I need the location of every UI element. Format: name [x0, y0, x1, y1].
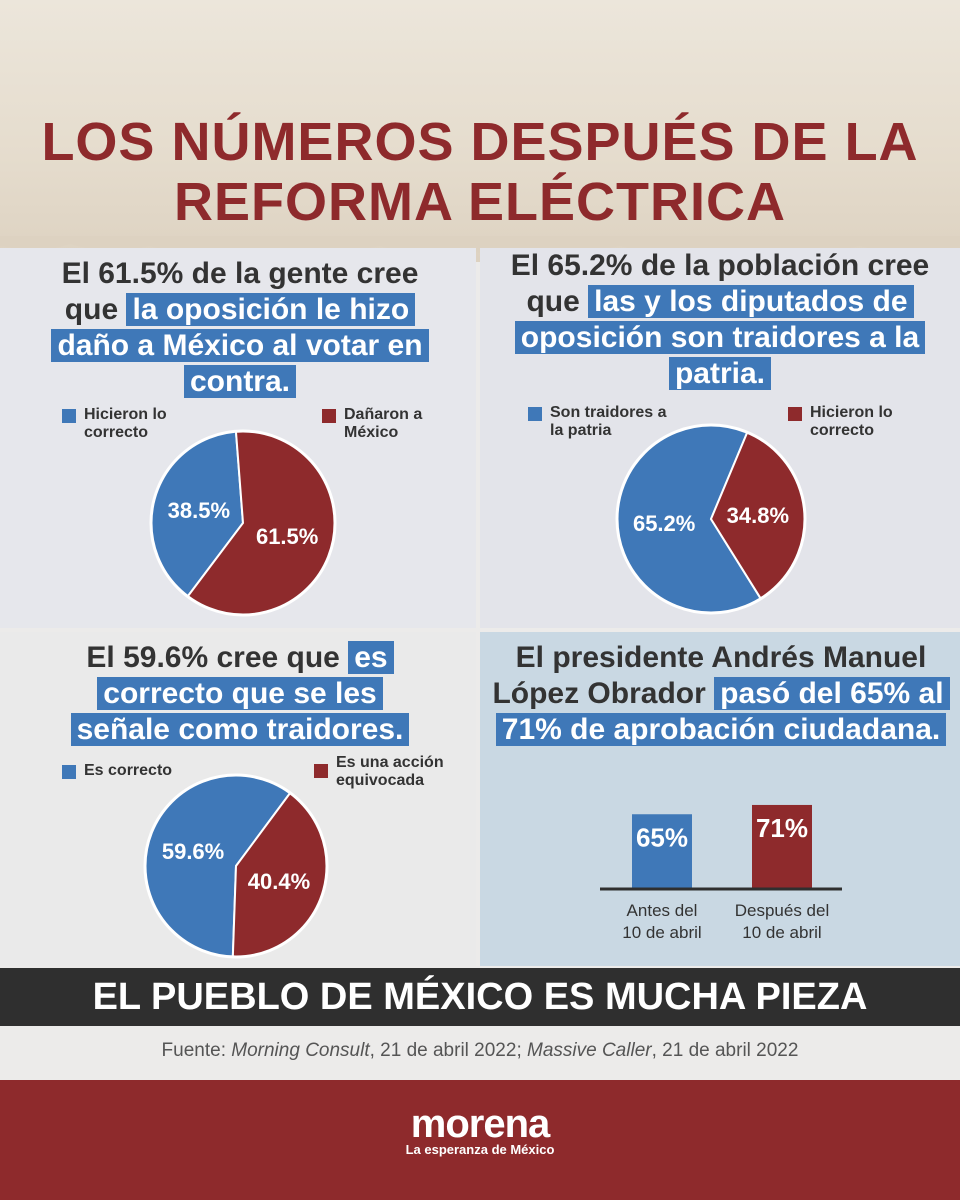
bar-value-label: 65%: [636, 822, 688, 852]
legend-label: Hicieron lo correcto: [84, 406, 167, 441]
footer-bar: [0, 1080, 960, 1200]
bar-value-label: 71%: [756, 813, 808, 843]
source-note: Fuente: Morning Consult, 21 de abril 202…: [0, 1040, 960, 1062]
legend-swatch-blue: [62, 765, 76, 779]
pie-data-label: 65.2%: [633, 511, 695, 536]
pie-data-label: 34.8%: [727, 503, 789, 528]
legend-swatch-blue: [62, 409, 76, 423]
pie-data-label: 61.5%: [256, 524, 318, 549]
morena-logo: morena: [410, 1102, 551, 1146]
legend-label: Son traidores a la patria: [550, 404, 667, 439]
bar-category-label: 10 de abril: [622, 923, 701, 942]
panel4-headline-plain: El presidente Andrés Manuel López Obrado…: [492, 641, 927, 710]
legend-item: Es una acción equivocada: [314, 754, 451, 790]
pie-data-label: 40.4%: [248, 869, 310, 894]
legend-item: Son traidores a la patria: [528, 404, 680, 440]
legend-swatch-blue: [528, 407, 542, 421]
main-title-line2: REFORMA ELÉCTRICA: [174, 172, 786, 232]
main-title-line1: LOS NÚMEROS DESPUÉS DE LA: [41, 112, 919, 172]
source-massive-caller: Massive Caller: [527, 1040, 652, 1061]
legend-swatch-red: [788, 407, 802, 421]
morena-tagline: La esperanza de México: [405, 1142, 555, 1157]
bar-category-label: Después del: [735, 901, 830, 920]
pie-outline: [615, 423, 807, 615]
panel3-headline: El 59.6% cree que es correcto que se les…: [50, 640, 430, 748]
source-morning-consult: Morning Consult: [231, 1040, 370, 1061]
bar: [752, 804, 812, 888]
header-background: [0, 0, 960, 262]
legend-label: Hicieron lo correcto: [810, 404, 893, 439]
source-suffix: , 21 de abril 2022: [651, 1040, 799, 1061]
pie-data-label: 59.6%: [162, 839, 224, 864]
legend-item: Es correcto: [62, 762, 204, 780]
panel1-headline-plain: El 61.5% de la gente cree que: [61, 257, 419, 326]
legend-label: Dañaron a México: [344, 406, 423, 441]
slogan-banner: EL PUEBLO DE MÉXICO ES MUCHA PIEZA: [0, 968, 960, 1026]
bar: [632, 814, 692, 888]
panel2-headline: El 65.2% de la población cree que las y …: [510, 248, 930, 392]
pie-chart-2: 65.2% 34.8%: [615, 423, 807, 615]
legend-label: Es correcto: [84, 762, 173, 779]
bar-category-label: Antes del: [627, 901, 698, 920]
main-title: LOS NÚMEROS DESPUÉS DE LA REFORMA ELÉCTR…: [0, 112, 960, 232]
panel3-headline-plain: El 59.6% cree que: [86, 641, 340, 674]
legend-item: Dañaron a México: [322, 406, 434, 442]
legend-item: Hicieron lo correcto: [788, 404, 920, 440]
panel2-headline-plain: El 65.2% de la población cree que: [510, 249, 930, 318]
pie-chart-3: 59.6% 40.4%: [143, 773, 329, 959]
source-middle: , 21 de abril 2022;: [369, 1040, 527, 1061]
pie-data-label: 38.5%: [168, 498, 230, 523]
legend-item: Hicieron lo correcto: [62, 406, 184, 442]
panel4-headline: El presidente Andrés Manuel López Obrado…: [486, 640, 956, 748]
pie-outline: [143, 773, 329, 959]
legend-swatch-red: [314, 764, 328, 778]
legend-label: Es una acción equivocada: [336, 754, 444, 789]
pie-chart-1: 38.5% 61.5%: [149, 429, 337, 617]
legend-swatch-red: [322, 409, 336, 423]
source-prefix: Fuente:: [161, 1040, 232, 1061]
pie-outline: [149, 429, 337, 617]
bar-category-label: 10 de abril: [742, 923, 821, 942]
panel1-headline: El 61.5% de la gente cree que la oposici…: [50, 256, 430, 400]
bar-chart-approval: 65% Antes del 10 de abril 71% Después del 10 …: [600, 804, 842, 942]
